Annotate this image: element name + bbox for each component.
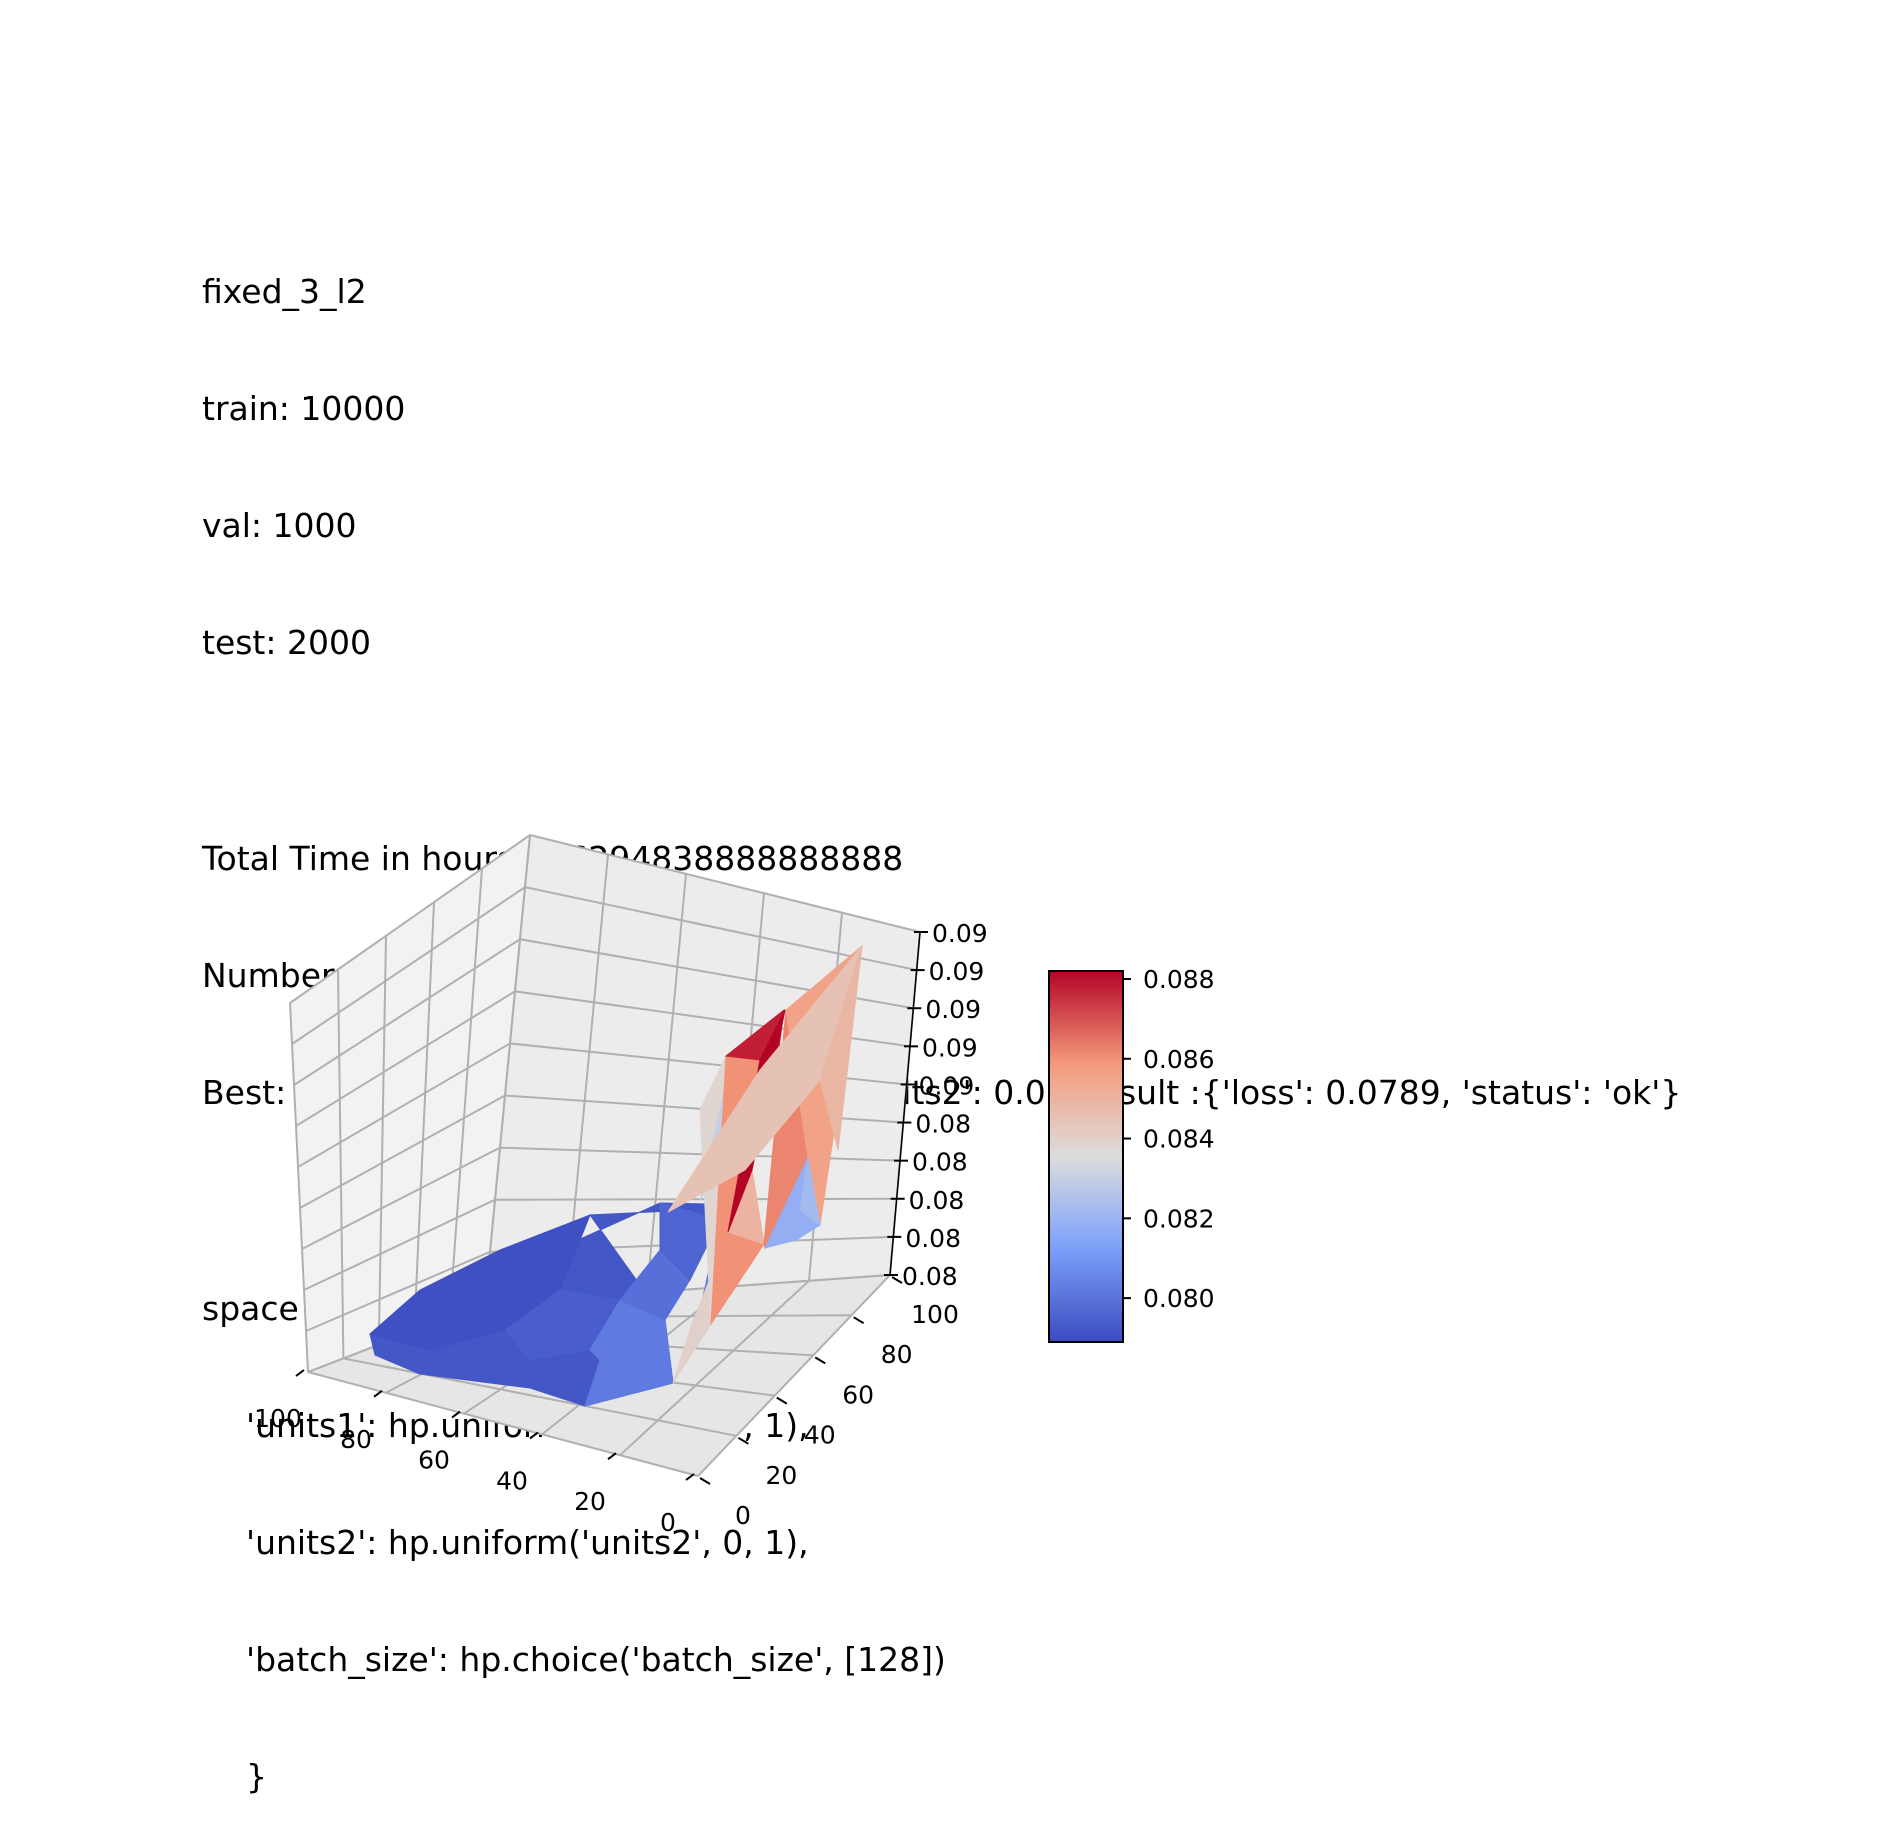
grid-line-x-back [646, 873, 687, 1293]
surface-facet-18 [799, 1157, 821, 1227]
z-tick-label: 0.09 [925, 995, 981, 1024]
x-tick-mark [529, 1431, 539, 1440]
x-tick-label: 100 [254, 1404, 302, 1433]
z-tick-label: 0.08 [912, 1148, 968, 1177]
grid-line-z [301, 1146, 901, 1250]
surface-mesh [368, 944, 863, 1407]
surface-facet-1 [368, 1214, 591, 1351]
x-tick-mark [607, 1452, 617, 1460]
train-size: train: 10000 [202, 389, 406, 428]
x-tick-label: 0 [660, 1508, 676, 1537]
grid-line-x [619, 1280, 810, 1456]
z-tick-label: 0.08 [905, 1224, 961, 1253]
y-tick-mark [891, 1276, 903, 1284]
z-tick-label: 0.09 [922, 1033, 978, 1062]
y-tick-label: 0 [735, 1501, 751, 1530]
grid-line-y-left [377, 935, 387, 1345]
colorbar-gradient [1048, 970, 1124, 1343]
grid-line-y [343, 1357, 737, 1437]
x-tick-label: 20 [574, 1487, 606, 1516]
colorbar-tick-label: 0.084 [1143, 1125, 1215, 1154]
x-tick-label: 40 [496, 1466, 528, 1495]
val-size: val: 1000 [202, 506, 357, 545]
grid-line-y-left [337, 969, 345, 1359]
z-tick-label: 0.09 [929, 957, 985, 986]
x-tick-mark [295, 1369, 305, 1377]
z-tick-label: 0.09 [932, 919, 988, 948]
grid-line-y-left [484, 834, 531, 1305]
space-units2: 'units2': hp.uniform('units2', 0, 1), [246, 1523, 809, 1562]
y-tick-mark [737, 1436, 749, 1445]
grid-line-y-left [448, 868, 483, 1318]
z-tick-label: 0.08 [902, 1262, 958, 1291]
colorbar-tick-label: 0.088 [1143, 965, 1215, 994]
colorbar: 0.080 0.082 0.084 0.086 0.088 [1048, 965, 1215, 1343]
y-tick-label: 60 [842, 1380, 874, 1409]
grid-line-z [303, 1197, 897, 1291]
x-tick-mark [451, 1410, 461, 1419]
y-tick-label: 80 [881, 1340, 913, 1369]
y-tick-mark [814, 1356, 826, 1365]
x-tick-mark [685, 1473, 695, 1481]
colorbar-tick-label: 0.082 [1143, 1204, 1215, 1233]
surface-facet-20 [819, 945, 863, 1151]
space-batch-size: 'batch_size': hp.choice('batch_size', [1… [246, 1640, 946, 1679]
y-tick-mark [776, 1396, 788, 1405]
y-tick-mark [853, 1316, 865, 1325]
z-tick-label: 0.08 [909, 1186, 965, 1215]
grid-line-x [697, 1274, 891, 1477]
grid-line-y [307, 1371, 699, 1477]
grid-line-z [291, 886, 917, 1045]
y-tick-label: 20 [765, 1461, 797, 1490]
colorbar-tick-label: 0.080 [1143, 1284, 1215, 1313]
y-tick-label: 40 [804, 1421, 836, 1450]
grid-line-z [293, 938, 914, 1086]
y-tick-label: 100 [911, 1300, 959, 1329]
x-tick-mark [373, 1390, 383, 1398]
x-tick-label: 60 [418, 1446, 450, 1475]
colorbar-tick-label: 0.086 [1143, 1045, 1215, 1074]
space-close: } [246, 1757, 267, 1796]
x-tick-label: 80 [340, 1425, 372, 1454]
grid-line-y-left [413, 902, 435, 1332]
test-size: test: 2000 [202, 623, 371, 662]
z-tick-label: 0.08 [915, 1110, 971, 1139]
y-tick-mark [699, 1477, 711, 1485]
z-tick-label: 0.09 [919, 1071, 975, 1100]
grid-line-z [289, 833, 921, 1004]
experiment-name: fixed_3_l2 [202, 272, 367, 311]
z-axis-line [889, 931, 921, 1276]
grid-line-y-left [289, 1002, 309, 1373]
